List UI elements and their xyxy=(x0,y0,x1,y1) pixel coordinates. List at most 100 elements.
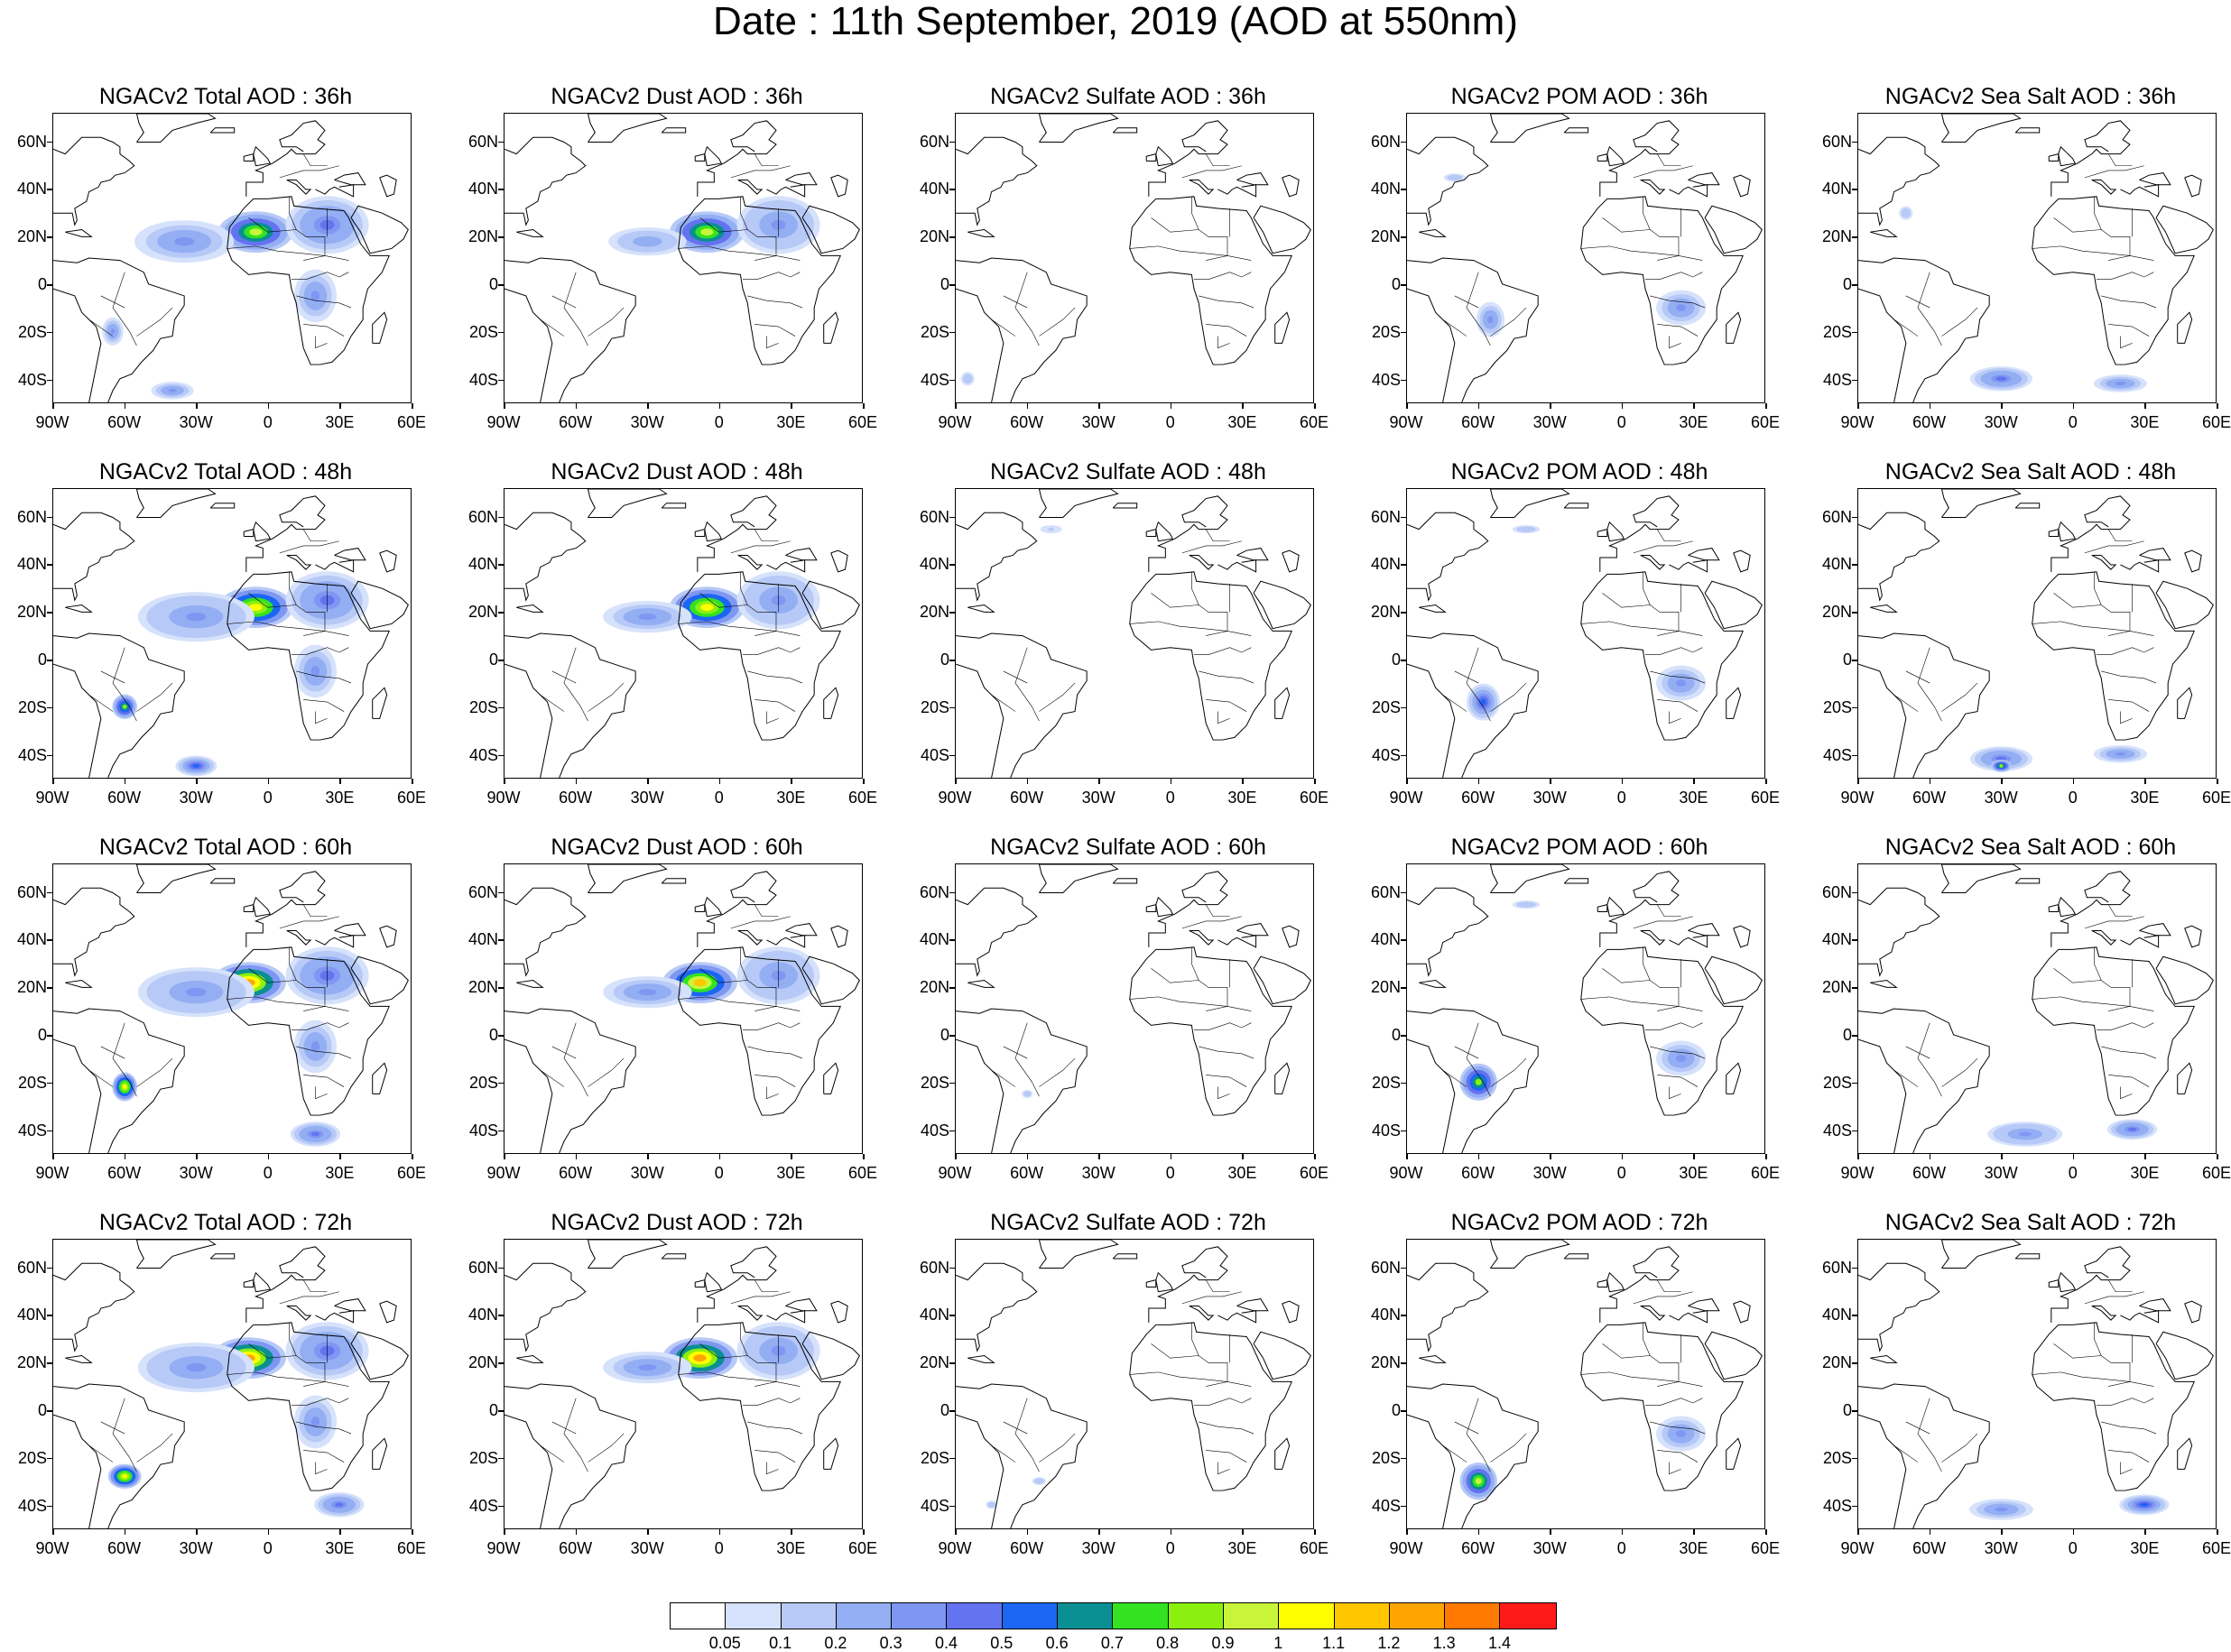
coastline xyxy=(243,152,255,162)
coastline xyxy=(505,1038,553,1153)
coastline xyxy=(53,632,185,778)
country-border xyxy=(1917,272,1942,346)
coastline xyxy=(1155,521,1174,542)
lon-tick xyxy=(1929,1529,1931,1535)
coastline xyxy=(1129,1322,1292,1491)
panel-title: NGACv2 Sea Salt AOD : 72h xyxy=(1884,1210,2177,1235)
lat-tick-label: 40N xyxy=(919,555,949,574)
coastline xyxy=(694,528,706,537)
coastline xyxy=(1563,878,1589,884)
coastline xyxy=(372,311,388,344)
map-panel: NGACv2 POM AOD : 48h 60N 40N 20N 0 20S 40S 90W 6… xyxy=(1354,458,1805,833)
coastline xyxy=(1407,1008,1539,1153)
aod-contour xyxy=(1048,527,1054,531)
lon-tick-label: 60E xyxy=(396,1164,427,1182)
lat-tick xyxy=(1401,1315,1406,1316)
coastline xyxy=(1112,878,1138,884)
lat-tick-label: 40S xyxy=(920,370,949,389)
country-border xyxy=(1442,1444,1467,1463)
coastline xyxy=(1217,559,1257,573)
coastline xyxy=(2120,184,2160,198)
lon-tick xyxy=(863,779,865,784)
lon-tick-label: 90W xyxy=(1389,789,1423,807)
lat-tick-label: 20N xyxy=(1370,603,1401,622)
lon-tick xyxy=(791,1154,792,1159)
coastline xyxy=(1148,120,1228,197)
coastline xyxy=(516,604,544,613)
coastline xyxy=(245,120,326,197)
lat-tick-label: 40N xyxy=(467,930,498,949)
map-frame xyxy=(1857,488,2217,779)
lat-tick xyxy=(1852,189,1857,190)
lon-tick xyxy=(196,779,198,784)
country-border xyxy=(1917,1398,1942,1472)
lon-tick xyxy=(1857,779,1859,784)
lat-tick xyxy=(949,1267,955,1269)
lon-tick xyxy=(412,779,413,784)
lon-tick-label: 0 xyxy=(2068,1539,2078,1557)
coastline xyxy=(1858,288,1907,402)
country-border xyxy=(2032,1371,2154,1387)
coastline xyxy=(1038,1240,1119,1269)
lon-tick xyxy=(955,1529,957,1535)
lat-tick-label: 40N xyxy=(1370,180,1401,198)
coastline xyxy=(2120,1310,2160,1324)
aod-contour xyxy=(639,238,656,245)
country-border xyxy=(730,1291,791,1305)
country-border xyxy=(1191,196,1199,230)
coastline xyxy=(505,887,587,977)
coastline xyxy=(2184,925,2202,948)
lat-tick-label: 0 xyxy=(37,1026,47,1045)
aod-contour xyxy=(638,1364,657,1371)
coastline xyxy=(956,136,1038,226)
coastline xyxy=(2048,903,2060,912)
lon-tick xyxy=(575,1154,578,1159)
lon-tick xyxy=(339,403,341,409)
lon-tick xyxy=(1550,779,1551,784)
coastline xyxy=(516,979,544,988)
lat-tick xyxy=(498,331,504,334)
lat-tick-label: 20N xyxy=(1370,1353,1401,1372)
lon-tick-label: 60W xyxy=(559,789,593,807)
lat-tick-label: 40S xyxy=(17,370,47,389)
coastline xyxy=(1870,979,1898,988)
lat-tick xyxy=(498,1410,504,1412)
coastline xyxy=(704,145,723,167)
country-border xyxy=(740,196,748,230)
coastline xyxy=(334,923,366,937)
country-border xyxy=(1206,1450,1247,1463)
coastline xyxy=(2177,687,2193,719)
country-border xyxy=(754,1450,796,1463)
country-border xyxy=(1014,1398,1040,1472)
coastline xyxy=(1858,887,1940,977)
lon-tick-label: 0 xyxy=(263,789,273,807)
lat-tick xyxy=(1852,379,1857,382)
coastline xyxy=(1112,1253,1138,1260)
lon-tick-label: 90W xyxy=(1840,1539,1875,1557)
coastline xyxy=(694,1278,706,1287)
aod-field xyxy=(956,489,1311,778)
lon-tick-label: 30E xyxy=(776,413,806,431)
lon-tick-label: 90W xyxy=(1389,1539,1423,1557)
coastline xyxy=(53,1008,185,1153)
lat-tick xyxy=(498,1082,504,1084)
aod-contour xyxy=(1523,902,1530,907)
coastline xyxy=(697,120,777,197)
coastline xyxy=(1189,929,1215,946)
coastline xyxy=(253,145,272,167)
lat-tick-label: 20N xyxy=(16,603,47,622)
map-frame xyxy=(1857,863,2217,1154)
country-border xyxy=(100,670,125,684)
coastline xyxy=(227,1322,390,1491)
coastline xyxy=(1858,632,1990,778)
lat-tick xyxy=(949,706,955,709)
colorbar-swatch xyxy=(781,1603,837,1629)
country-border xyxy=(1644,1022,1703,1030)
lon-tick-label: 60W xyxy=(1912,789,1947,807)
lon-tick-label: 30W xyxy=(630,789,664,807)
lat-tick-label: 60N xyxy=(1370,882,1401,901)
coastline xyxy=(2139,548,2171,561)
aod-contour xyxy=(186,1362,207,1372)
lon-tick xyxy=(2001,1154,2003,1159)
country-border xyxy=(1893,318,1919,337)
